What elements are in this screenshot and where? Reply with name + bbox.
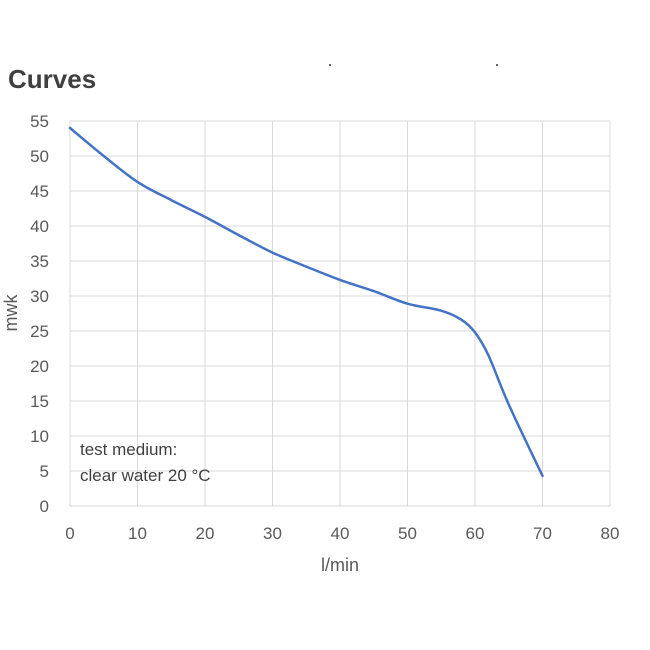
x-tick-label: 40 [331, 524, 350, 543]
x-tick-label: 30 [263, 524, 282, 543]
x-tick-label: 0 [65, 524, 74, 543]
decorative-dot [329, 64, 331, 66]
x-tick-label: 60 [466, 524, 485, 543]
y-tick-label: 0 [40, 497, 49, 516]
x-tick-label: 10 [128, 524, 147, 543]
series-line-pump-curve [68, 126, 544, 478]
annotation-test-medium: test medium: [80, 440, 177, 459]
y-tick-label: 35 [30, 252, 49, 271]
y-tick-label: 10 [30, 427, 49, 446]
y-axis-label: mwk [1, 294, 21, 332]
x-tick-label: 80 [601, 524, 620, 543]
x-tick-label: 20 [196, 524, 215, 543]
y-tick-label: 40 [30, 217, 49, 236]
y-tick-label: 30 [30, 287, 49, 306]
y-tick-label: 55 [30, 112, 49, 131]
x-tick-label: 50 [398, 524, 417, 543]
y-tick-label: 15 [30, 392, 49, 411]
page-title: Curves [8, 64, 97, 94]
y-tick-label: 50 [30, 147, 49, 166]
y-tick-label: 20 [30, 357, 49, 376]
decorative-dot [496, 64, 498, 66]
y-tick-label: 45 [30, 182, 49, 201]
annotation-clear-water: clear water 20 °C [80, 466, 211, 485]
y-tick-label: 5 [40, 462, 49, 481]
x-axis-label: l/min [321, 555, 359, 575]
y-tick-label: 25 [30, 322, 49, 341]
x-tick-label: 70 [533, 524, 552, 543]
